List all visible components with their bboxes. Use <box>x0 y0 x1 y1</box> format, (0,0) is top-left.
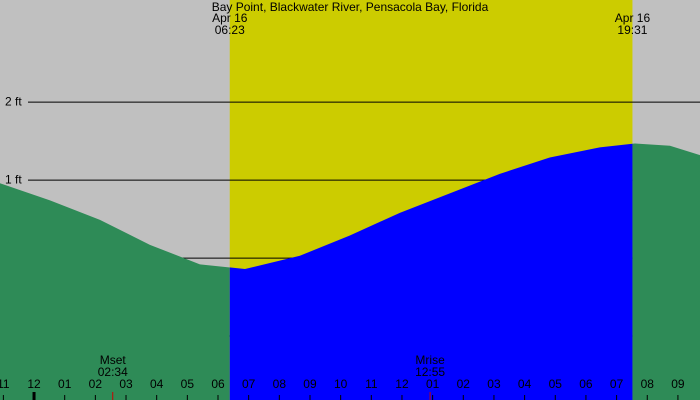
x-tick-label: 10 <box>334 377 348 391</box>
x-tick-label: 06 <box>211 377 225 391</box>
y-tick-label: 2 ft <box>5 94 22 108</box>
x-tick-label: 09 <box>671 377 685 391</box>
moon-label: Mrise <box>415 353 445 367</box>
sun-date: Apr 16 <box>212 11 248 25</box>
x-tick-label: 01 <box>426 377 440 391</box>
chart-title: Bay Point, Blackwater River, Pensacola B… <box>212 0 489 14</box>
sun-date: Apr 16 <box>615 11 651 25</box>
x-tick-label: 01 <box>58 377 72 391</box>
x-tick-label: 04 <box>518 377 532 391</box>
x-tick-label: 11 <box>365 377 378 391</box>
moon-time: 12:55 <box>415 365 445 379</box>
x-tick-label: 04 <box>150 377 164 391</box>
x-tick-label: 07 <box>610 377 624 391</box>
x-tick-label: 06 <box>579 377 593 391</box>
sun-time: 19:31 <box>617 23 647 37</box>
x-tick-label: 03 <box>487 377 501 391</box>
moon-time: 02:34 <box>98 365 128 379</box>
x-tick-label: 08 <box>273 377 287 391</box>
tide-area-day <box>229 143 633 400</box>
x-tick-label: 12 <box>27 377 41 391</box>
x-tick-label: 11 <box>0 377 10 391</box>
x-tick-label: 05 <box>181 377 195 391</box>
x-tick-label: 08 <box>641 377 655 391</box>
x-tick-label: 07 <box>242 377 256 391</box>
x-tick-label: 05 <box>549 377 563 391</box>
x-tick-label: 09 <box>303 377 317 391</box>
x-tick-label: 03 <box>119 377 133 391</box>
x-tick-label: 02 <box>457 377 471 391</box>
sun-time: 06:23 <box>215 23 245 37</box>
x-tick-label: 02 <box>89 377 103 391</box>
y-tick-label: 1 ft <box>5 172 22 186</box>
x-tick-label: 12 <box>395 377 409 391</box>
moon-label: Mset <box>100 353 127 367</box>
